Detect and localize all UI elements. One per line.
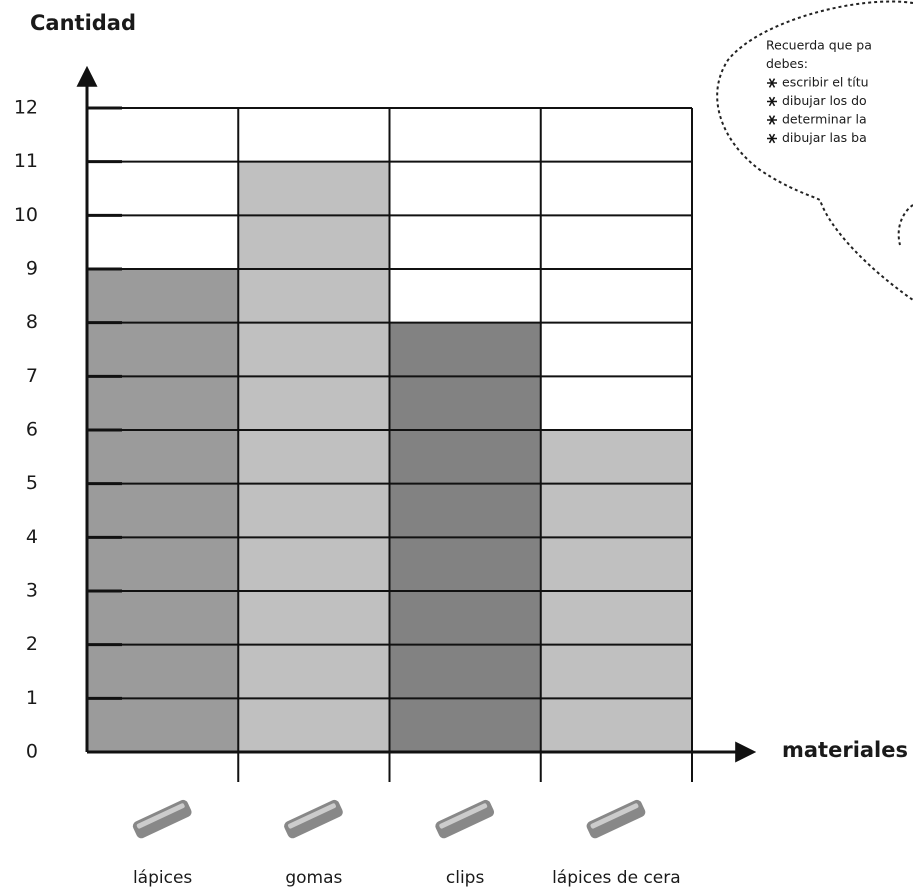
note-text: dibujar los do <box>782 93 867 108</box>
icon-highlight <box>288 803 336 829</box>
y-tick-label: 9 <box>26 258 38 280</box>
y-tick-label: 3 <box>26 580 38 602</box>
note-text: dibujar las ba <box>782 130 867 145</box>
y-tick-label: 7 <box>26 365 38 387</box>
category-icon <box>435 799 495 839</box>
note-text: determinar la <box>782 112 867 127</box>
y-tick-label: 1 <box>26 687 38 709</box>
category-icon <box>132 799 192 839</box>
y-axis-label: Cantidad <box>30 11 136 35</box>
bubble-outline <box>716 0 913 301</box>
y-tick-label: 12 <box>14 97 38 119</box>
y-tick-label: 5 <box>26 472 38 494</box>
y-tick-label: 8 <box>26 311 38 333</box>
bullet <box>768 78 776 88</box>
note-text: debes: <box>766 56 808 71</box>
y-tick-label: 4 <box>26 526 38 548</box>
x-tick-label: gomas <box>285 868 342 888</box>
category-icon <box>284 799 343 839</box>
x-tick-label: clips <box>446 868 485 888</box>
note-text: Recuerda que pa <box>766 38 872 53</box>
note-text: escribir el títu <box>782 75 869 90</box>
y-tick-label: 11 <box>14 150 38 172</box>
y-tick-label: 0 <box>26 741 38 763</box>
bubble-tail <box>897 204 913 246</box>
bar <box>238 161 390 752</box>
bullet <box>768 96 776 107</box>
x-axis-label: materiales <box>782 738 908 762</box>
category-icon <box>586 799 646 839</box>
x-tick-label: lápices <box>133 868 192 888</box>
bullet <box>768 133 776 144</box>
speech-bubble: Recuerda que pa debes: escribir el títu dib… <box>716 0 913 301</box>
y-tick-label: 10 <box>14 204 38 226</box>
bar <box>87 269 239 752</box>
x-tick-label: lápices de cera <box>552 868 681 888</box>
y-tick-label: 6 <box>26 419 38 441</box>
icon-highlight <box>439 803 488 829</box>
bullet <box>768 115 776 125</box>
y-tick-label: 2 <box>26 633 38 655</box>
icon-highlight <box>590 803 639 829</box>
icon-highlight <box>136 803 185 829</box>
